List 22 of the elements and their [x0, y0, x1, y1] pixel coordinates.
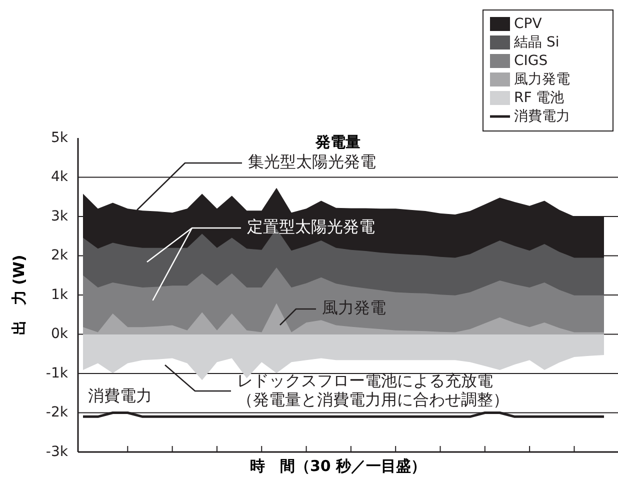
- x-axis-title: 時 間（30 秒／一目盛）: [250, 457, 426, 475]
- y-tick-label: 1k: [50, 286, 69, 303]
- y-tick-label: -3k: [46, 444, 69, 460]
- annotation: 風力発電: [322, 298, 386, 318]
- annotation: 消費電力: [88, 386, 152, 406]
- legend-label: 消費電力: [514, 108, 570, 124]
- legend-label: 結晶 Si: [513, 34, 560, 50]
- annotation: 定置型太陽光発電: [247, 217, 375, 236]
- y-tick-label: -2k: [46, 404, 69, 421]
- y-tick-label: 4k: [50, 169, 69, 186]
- y-tick-label: 2k: [50, 248, 69, 264]
- chart-title: 発電量: [314, 133, 360, 151]
- legend-label: RF 電池: [514, 90, 564, 106]
- y-tick-label: 5k: [50, 130, 69, 146]
- y-tick-label: 3k: [50, 208, 69, 224]
- y-tick-label: -1k: [46, 365, 69, 382]
- legend-label: CIGS: [514, 52, 548, 69]
- annotation: 集光型太陽光発電: [248, 152, 376, 172]
- legend-label: CPV: [514, 16, 542, 32]
- y-tick-label: 0k: [50, 326, 69, 342]
- legend-label: 風力発電: [514, 71, 570, 88]
- y-axis-title: 出 力 (W): [10, 254, 28, 336]
